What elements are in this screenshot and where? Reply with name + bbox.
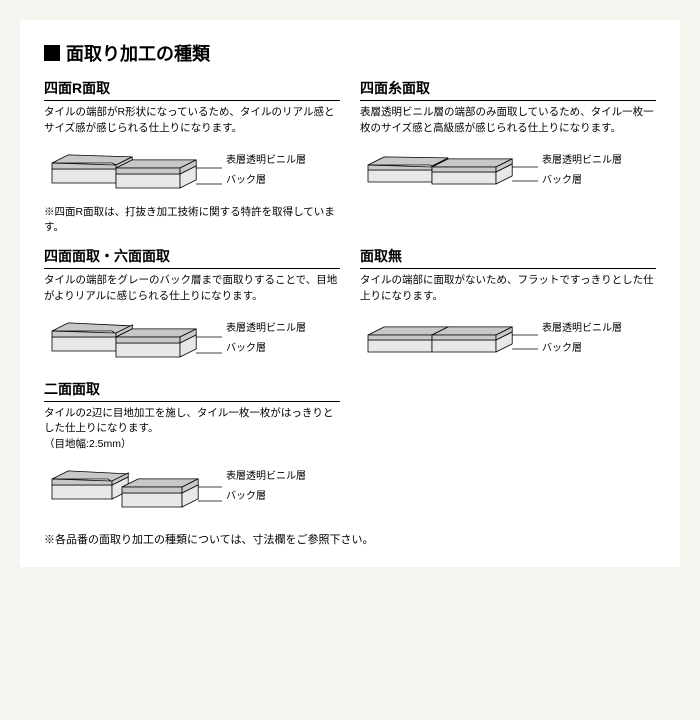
diagram-row: 表層透明ビニル層バック層 bbox=[44, 457, 340, 517]
diagram-cell: 四面面取・六面面取タイルの端部をグレーのバック層まで面取りすることで、目地がより… bbox=[44, 246, 340, 369]
main-title: 面取り加工の種類 bbox=[44, 40, 656, 66]
diagram-cell: 二面面取タイルの2辺に目地加工を施し、タイル一枚一枚がはっきりとした仕上りになり… bbox=[44, 379, 340, 517]
layer-labels: 表層透明ビニル層バック層 bbox=[226, 323, 306, 355]
tile-diagram bbox=[44, 141, 224, 201]
diagram-row: 表層透明ビニル層バック層 bbox=[44, 309, 340, 369]
label-back-layer: バック層 bbox=[542, 343, 622, 355]
tile-diagram bbox=[360, 141, 540, 201]
page: 面取り加工の種類 四面R面取タイルの端部がR形状になっているため、タイルのリアル… bbox=[20, 20, 680, 567]
label-top-layer: 表層透明ビニル層 bbox=[226, 155, 306, 167]
description: タイルの2辺に目地加工を施し、タイル一枚一枚がはっきりとした仕上りになります。 … bbox=[44, 406, 340, 453]
footer-note: ※各品番の面取り加工の種類については、寸法欄をご参照下さい。 bbox=[44, 531, 656, 547]
description: 表層透明ビニル層の端部のみ面取しているため、タイル一枚一枚のサイズ感と高級感が感… bbox=[360, 105, 656, 137]
label-top-layer: 表層透明ビニル層 bbox=[226, 323, 306, 335]
sub-title: 面取無 bbox=[360, 246, 656, 269]
tile-diagram bbox=[44, 309, 224, 369]
layer-labels: 表層透明ビニル層バック層 bbox=[226, 155, 306, 187]
diagram-row: 表層透明ビニル層バック層 bbox=[360, 309, 656, 369]
label-top-layer: 表層透明ビニル層 bbox=[226, 471, 306, 483]
layer-labels: 表層透明ビニル層バック層 bbox=[542, 323, 622, 355]
label-top-layer: 表層透明ビニル層 bbox=[542, 323, 622, 335]
title-text: 面取り加工の種類 bbox=[66, 40, 210, 66]
label-back-layer: バック層 bbox=[226, 491, 306, 503]
layer-labels: 表層透明ビニル層バック層 bbox=[226, 471, 306, 503]
diagram-cell: 四面R面取タイルの端部がR形状になっているため、タイルのリアル感とサイズ感が感じ… bbox=[44, 78, 340, 236]
label-back-layer: バック層 bbox=[542, 175, 622, 187]
empty-cell bbox=[360, 379, 656, 523]
label-back-layer: バック層 bbox=[226, 175, 306, 187]
label-back-layer: バック層 bbox=[226, 343, 306, 355]
title-square-icon bbox=[44, 45, 60, 61]
diagram-row: 表層透明ビニル層バック層 bbox=[44, 141, 340, 201]
description: タイルの端部をグレーのバック層まで面取りすることで、目地がよりリアルに感じられる… bbox=[44, 273, 340, 305]
description: タイルの端部に面取がないため、フラットですっきりとした仕上りになります。 bbox=[360, 273, 656, 305]
sub-title: 二面面取 bbox=[44, 379, 340, 402]
tile-diagram bbox=[44, 457, 224, 517]
tile-diagram bbox=[360, 309, 540, 369]
diagram-cell: 面取無タイルの端部に面取がないため、フラットですっきりとした仕上りになります。表… bbox=[360, 246, 656, 369]
sub-title: 四面糸面取 bbox=[360, 78, 656, 101]
label-top-layer: 表層透明ビニル層 bbox=[542, 155, 622, 167]
sub-title: 四面面取・六面面取 bbox=[44, 246, 340, 269]
item-note: ※四面R面取は、打抜き加工技術に関する特許を取得しています。 bbox=[44, 205, 340, 237]
diagram-cell: 四面糸面取表層透明ビニル層の端部のみ面取しているため、タイル一枚一枚のサイズ感と… bbox=[360, 78, 656, 236]
description: タイルの端部がR形状になっているため、タイルのリアル感とサイズ感が感じられる仕上… bbox=[44, 105, 340, 137]
diagram-grid: 四面R面取タイルの端部がR形状になっているため、タイルのリアル感とサイズ感が感じ… bbox=[44, 78, 656, 523]
diagram-row: 表層透明ビニル層バック層 bbox=[360, 141, 656, 201]
sub-title: 四面R面取 bbox=[44, 78, 340, 101]
layer-labels: 表層透明ビニル層バック層 bbox=[542, 155, 622, 187]
